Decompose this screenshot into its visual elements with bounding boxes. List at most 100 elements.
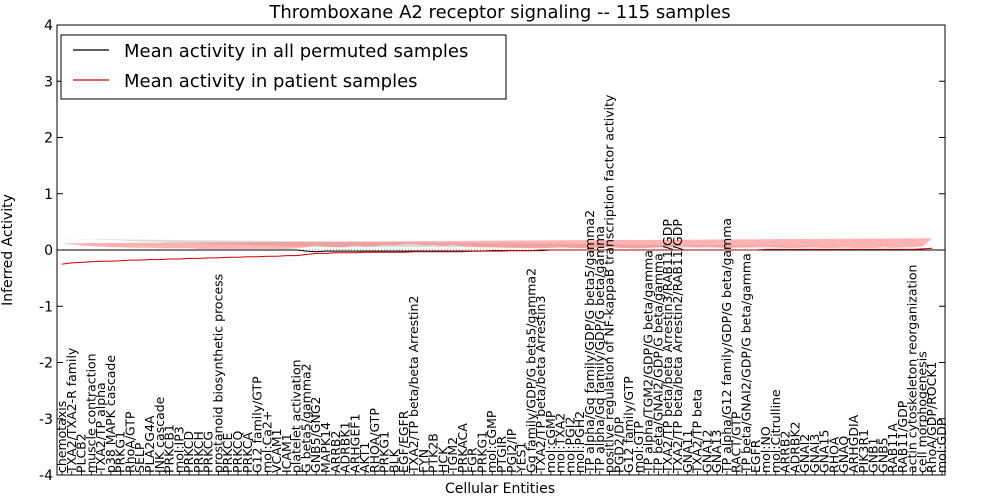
x-tick-label: mol:PGI2	[562, 417, 577, 473]
y-tick-label: 4	[44, 18, 53, 34]
x-tick-label: PRKG1	[474, 431, 489, 473]
x-tick-label: mol:Citrulline	[768, 389, 783, 473]
x-tick-label: mol:GDP	[934, 418, 949, 473]
x-tick-label: platelet activation	[289, 359, 304, 473]
x-tick-label: RAB11/GDP	[895, 400, 910, 473]
x-tick-label: TXA2/TP beta/beta Arrestin3/RAB11/GDP	[660, 219, 675, 474]
x-tick-label: ADRBK2	[787, 421, 802, 473]
x-tick-label: GNA11	[680, 430, 695, 474]
x-tick-label: TXA2/TP beta	[690, 389, 705, 474]
y-tick-label: 0	[44, 243, 53, 259]
x-tick-label: TGM2	[445, 437, 460, 474]
x-tick-label: PRKCE	[220, 433, 235, 473]
x-tick-label: actin cytoskeleton reorganization	[905, 265, 920, 474]
x-tick-label: PRKCB1	[162, 424, 177, 473]
x-tick-label: GNAI2	[797, 434, 812, 473]
x-tick-label: mol:cGMP	[484, 410, 499, 473]
x-tick-label: TP beta/GNAI2/GDP/G beta/gamma	[650, 253, 665, 474]
x-tick-label: RhoA/GDP/ROCK1	[924, 361, 939, 472]
x-tick-label: PRKCH	[191, 431, 206, 473]
x-tick-label: mol:NO	[758, 426, 773, 473]
x-tick-label: GNAI3	[807, 434, 822, 473]
x-tick-label: RHOA/GTP	[367, 408, 382, 473]
patient-confidence-band	[62, 238, 933, 249]
x-tick-label: GNA13	[709, 429, 724, 473]
y-axis-label: Inferred Activity	[0, 194, 16, 306]
legend-label-patient: Mean activity in patient samples	[124, 71, 418, 92]
x-tick-label: mol:IP3	[171, 426, 186, 473]
x-tick-label: PRKCQ	[230, 431, 245, 473]
x-tick-label: G12 family/GTP	[250, 376, 265, 473]
x-tick-label: GNB5	[875, 437, 890, 473]
x-tick-label: SELP	[132, 442, 147, 473]
x-tick-label: chemotaxis	[54, 401, 69, 473]
x-tick-label: PLA2G4A	[142, 415, 157, 473]
x-tick-label: RhoA/GTP	[122, 411, 137, 473]
y-tick-label: -4	[39, 468, 53, 484]
x-tick-label: TP alpha/G12 family/GDP/G beta/gamma	[719, 218, 734, 474]
x-tick-label: PRKCG	[201, 431, 216, 473]
patient-mean-line	[61, 247, 933, 265]
x-tick-label: JNK cascade	[152, 396, 167, 474]
x-tick-label: mol:PGH2	[572, 411, 587, 473]
x-tick-label: PRKCD	[181, 431, 196, 473]
x-tick-label: TP alpha/Gq family/GDP/G beta5/gamma2	[582, 210, 597, 474]
y-axis: -4 -3 -2 -1 0 1 2 3 4	[39, 18, 945, 484]
x-tick-label: TXA2/TXA2-R family	[64, 347, 79, 474]
x-tick-label: TXA2/TP beta/beta Arrestin2/RAB11/GDP	[670, 219, 685, 474]
x-tick-label: YES1	[514, 442, 529, 474]
x-tick-label: prostanoid biosynthetic process	[210, 274, 225, 473]
x-axis-label: Cellular Entities	[445, 481, 555, 497]
x-tick-label: MAPK14	[318, 422, 333, 473]
x-tick-label: HCK	[435, 446, 450, 473]
x-tick-label: PGD2/DP	[611, 416, 626, 473]
x-tick-label: EGFR	[748, 439, 763, 473]
x-tick-label: PLCB2	[74, 433, 89, 473]
x-tick-label: GNA12	[699, 429, 714, 473]
x-tick-label: G12 family/GTP	[621, 376, 636, 473]
x-tick-label: RHOA	[826, 436, 841, 473]
y-tick-label: -2	[39, 356, 53, 372]
x-tick-label: GNB5/GNG2	[308, 397, 323, 473]
x-tick-label: PGI2/IP	[504, 428, 519, 473]
y-tick-label: 3	[44, 74, 53, 90]
legend: Mean activity in all permuted samples Me…	[60, 34, 507, 100]
x-tick-label: PRKACA	[455, 423, 470, 473]
x-tick-label: VCAM1	[269, 428, 284, 473]
x-tick-label: GNB1	[866, 437, 881, 473]
x-tick-label: G beta5/gamma2	[298, 363, 313, 473]
y-tick-label: 1	[44, 187, 53, 203]
x-tick-label: mol:GTP	[631, 421, 646, 473]
x-tick-label: muscle contraction	[83, 353, 98, 473]
y-tick-label: 2	[44, 131, 53, 147]
x-tick-label: RAB11A	[885, 423, 900, 473]
y-tick-label: -3	[39, 412, 53, 428]
x-tick-label: TXA2/TP alpha	[93, 382, 108, 474]
x-tick-label: PTK2B	[426, 433, 441, 473]
x-tick-label: GNA15	[817, 430, 832, 474]
x-tick-label: PTGIR	[494, 435, 509, 473]
x-tick-label: FYN	[416, 449, 431, 473]
x-tick-label: positive regulation of NF-kappaB transcr…	[602, 94, 617, 473]
x-tick-label: Gq family/GDP/G beta5/gamma2	[523, 268, 538, 473]
x-tick-label: BLK	[386, 448, 401, 473]
x-tick-label: TP alpha/Gq family/GDP/G beta/gamma	[592, 226, 607, 474]
x-tick-label: ARHGDIA	[846, 414, 861, 473]
x-tick-label: FGR	[465, 447, 480, 473]
plot-area	[57, 238, 945, 265]
x-tick-label: ARHGEF1	[347, 414, 362, 473]
x-tick-label: ICAM1	[279, 433, 294, 473]
y-tick-label: -1	[39, 299, 53, 315]
x-tick-label: mol:Ca2+	[259, 411, 274, 473]
x-tick-label: AKT1	[357, 442, 372, 473]
x-tick-label: ADRBK1	[338, 421, 353, 473]
x-tick-label: TP beta/GNAI2/GDP/G beta/gamma	[738, 253, 753, 474]
x-tick-label: ARRB2	[778, 431, 793, 473]
x-tick-label: p38 MAPK cascade	[103, 355, 118, 473]
x-tick-label: RACT/GTP	[729, 411, 744, 473]
x-tick-label: mol:TXA2	[553, 413, 568, 473]
x-tick-label: PIK3R1	[856, 429, 871, 473]
x-tick-label: TXA2/TP beta/beta Arrestin2	[406, 296, 421, 474]
